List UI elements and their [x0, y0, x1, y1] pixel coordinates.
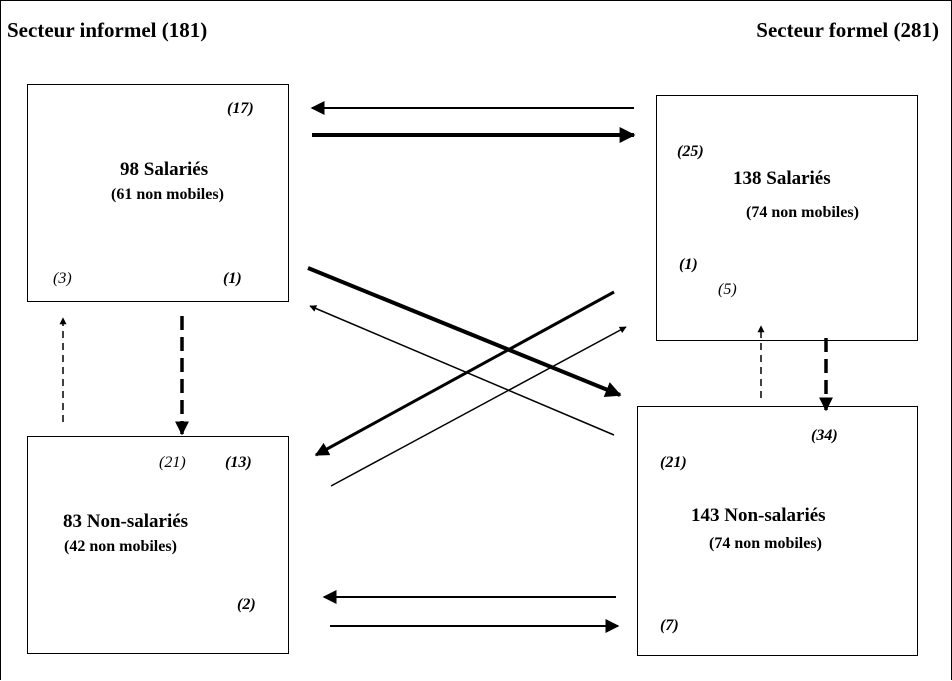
informal-salaried-box: (17) 98 Salariés (61 non mobiles) (3) (1…	[27, 84, 289, 302]
informal-salaried-count-bottom-right: (1)	[223, 270, 242, 287]
arrow-formal-nonsal-to-informal-sal	[309, 305, 615, 436]
formal-nonsalaried-count-left: (21)	[660, 454, 687, 471]
informal-salaried-count-top: (17)	[227, 100, 254, 117]
formal-salaried-count-top: (25)	[677, 143, 704, 160]
formal-sector-header: Secteur formel (281)	[756, 18, 939, 42]
formal-nonsalaried-subtitle: (74 non mobiles)	[709, 535, 822, 552]
informal-nonsalaried-subtitle: (42 non mobiles)	[64, 538, 177, 555]
formal-salaried-box: (25) 138 Salariés (74 non mobiles) (1) (…	[656, 95, 918, 341]
formal-salaried-count-mid-b: (5)	[718, 281, 737, 298]
informal-nonsalaried-box: (21) (13) 83 Non-salariés (42 non mobile…	[27, 436, 289, 654]
formal-salaried-subtitle: (74 non mobiles)	[746, 204, 859, 221]
informal-nonsalaried-count-top-b: (13)	[225, 454, 252, 471]
arrow-informal-sal-to-formal-nonsal	[307, 266, 622, 397]
formal-nonsalaried-box: (34) (21) 143 Non-salariés (74 non mobil…	[637, 406, 918, 656]
informal-salaried-subtitle: (61 non mobiles)	[111, 186, 224, 203]
arrow-formal-sal-to-informal-nonsal	[314, 290, 615, 457]
informal-sector-header: Secteur informel (181)	[7, 18, 208, 42]
formal-salaried-title: 138 Salariés	[733, 168, 831, 189]
formal-nonsalaried-title: 143 Non-salariés	[691, 505, 826, 526]
formal-nonsalaried-count-top: (34)	[811, 427, 838, 444]
informal-salaried-count-bottom-left: (3)	[53, 270, 72, 287]
arrow-informal-nonsal-to-formal-sal	[330, 326, 627, 487]
informal-nonsalaried-count-top-a: (21)	[159, 454, 186, 471]
formal-salaried-count-mid-a: (1)	[679, 256, 698, 273]
informal-nonsalaried-title: 83 Non-salariés	[63, 511, 189, 532]
formal-nonsalaried-count-bottom: (7)	[660, 617, 679, 634]
informal-nonsalaried-count-bottom: (2)	[237, 596, 256, 613]
informal-salaried-title: 98 Salariés	[120, 159, 209, 180]
